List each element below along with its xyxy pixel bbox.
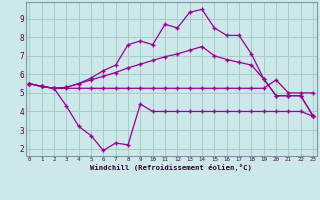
- X-axis label: Windchill (Refroidissement éolien,°C): Windchill (Refroidissement éolien,°C): [90, 164, 252, 171]
